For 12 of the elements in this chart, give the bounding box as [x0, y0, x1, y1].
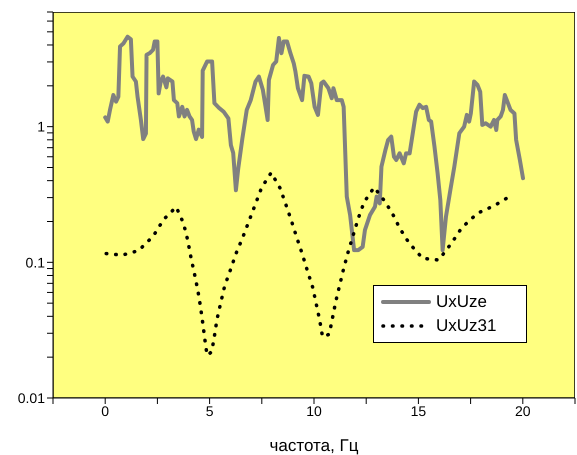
legend-label: UxUze: [436, 291, 488, 313]
x-tick-label: 10: [306, 402, 322, 419]
x-tick-label: 5: [206, 402, 214, 419]
line-series: [103, 34, 526, 252]
x-axis-title: частота, Гц: [270, 436, 359, 455]
x-tick-label: 15: [410, 402, 426, 419]
legend-label: UxUz31: [436, 315, 496, 337]
x-tick-label: 0: [101, 402, 110, 419]
y-tick-label: 1: [37, 118, 46, 135]
y-tick-label: 0.1: [26, 254, 46, 270]
x-tick-label: 20: [515, 402, 531, 419]
y-tick-label: 0.01: [18, 390, 46, 406]
